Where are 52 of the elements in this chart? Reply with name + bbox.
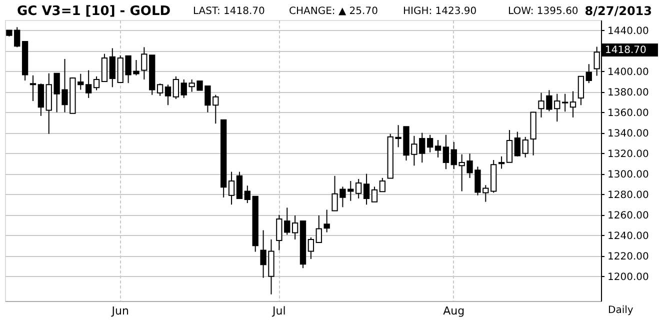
candlestick [562,93,568,112]
candlestick [371,186,378,202]
candlestick [236,171,243,199]
x-tick-label: Aug [443,304,465,318]
candlestick [308,236,314,260]
y-tick-label: 1360.00 [608,108,649,119]
x-tick-label: Jul [272,304,286,318]
candlestick [109,48,116,88]
y-tick-label: 1340.00 [608,128,649,140]
candlestick [578,76,584,106]
text: 8/27/2013 [584,4,652,18]
candlestick [514,131,520,157]
candlestick [164,84,172,106]
y-tick-label: 1220.00 [608,251,649,262]
x-tick-label: Jun [110,304,129,318]
y-tick-label: 1400.00 [608,66,649,78]
candlestick [586,64,592,84]
y-tick-label: 1200.00 [608,272,649,283]
candlestick [38,83,44,116]
text: CHANGE: ▲ 25.70 [289,6,378,17]
y-tick-label: 1280.00 [608,190,649,201]
candlestick [93,76,100,91]
candlestick [363,173,370,206]
y-tick-label: 1380.00 [608,87,649,98]
candlestick [570,90,576,118]
candlestick [426,134,434,153]
candlestick [156,83,164,96]
text: Daily [608,305,634,316]
y-tick-label: 1260.00 [608,210,649,222]
candlestick [228,171,235,206]
text: HIGH: 1423.90 [403,6,477,17]
text: 1418.70 [605,45,646,56]
text: LOW: 1395.60 [508,6,578,17]
candlestick [506,130,513,163]
y-tick-label: 1240.00 [608,230,649,242]
candlestick [292,214,298,240]
candlestick [442,134,450,170]
candlestick [244,185,250,204]
candlestick [522,136,528,158]
text: LAST: 1418.70 [193,6,265,17]
y-tick-label: 1300.00 [608,169,649,180]
candlestick [86,70,92,98]
chart-title: GC V3=1 [10] - GOLD [17,4,171,19]
candlestick [379,177,386,192]
y-tick-label: 1320.00 [608,148,649,160]
candlestick [30,74,36,102]
y-tick-label: 1440.00 [608,26,649,37]
candlestick [101,53,108,82]
candlestick [172,76,180,100]
candlestick [434,139,442,158]
candlestick [356,178,362,199]
candlestick [498,156,505,170]
